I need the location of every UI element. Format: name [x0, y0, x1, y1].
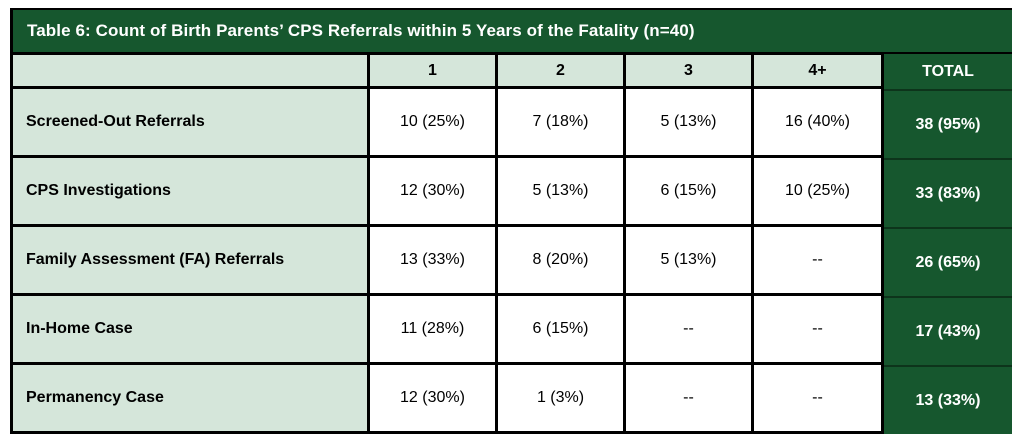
data-cell: 7 (18%) — [498, 89, 626, 158]
data-cell: 11 (28%) — [370, 296, 498, 365]
row-label: Permanency Case — [10, 365, 370, 434]
data-cell: 1 (3%) — [498, 365, 626, 434]
total-cell: 13 (33%) — [884, 365, 1012, 434]
data-cell: -- — [754, 296, 884, 365]
table-title: Table 6: Count of Birth Parents’ CPS Ref… — [10, 8, 1012, 52]
data-cell: 12 (30%) — [370, 365, 498, 434]
data-cell: 5 (13%) — [626, 89, 754, 158]
column-header-total: TOTAL — [884, 52, 1012, 89]
row-label: Family Assessment (FA) Referrals — [10, 227, 370, 296]
total-cell: 26 (65%) — [884, 227, 1012, 296]
data-cell: 5 (13%) — [626, 227, 754, 296]
corner-header-cell — [10, 52, 370, 89]
data-cell: 6 (15%) — [498, 296, 626, 365]
data-cell: 12 (30%) — [370, 158, 498, 227]
data-cell: 10 (25%) — [754, 158, 884, 227]
column-header-4plus: 4+ — [754, 52, 884, 89]
column-header-2: 2 — [498, 52, 626, 89]
data-cell: 13 (33%) — [370, 227, 498, 296]
data-cell: -- — [626, 365, 754, 434]
row-label: In-Home Case — [10, 296, 370, 365]
data-cell: 10 (25%) — [370, 89, 498, 158]
column-header-1: 1 — [370, 52, 498, 89]
data-cell: -- — [626, 296, 754, 365]
data-cell: 16 (40%) — [754, 89, 884, 158]
data-cell: -- — [754, 227, 884, 296]
data-cell: 6 (15%) — [626, 158, 754, 227]
row-label: CPS Investigations — [10, 158, 370, 227]
total-cell: 38 (95%) — [884, 89, 1012, 158]
cps-referrals-table: Table 6: Count of Birth Parents’ CPS Ref… — [10, 8, 1012, 434]
data-cell: 5 (13%) — [498, 158, 626, 227]
total-cell: 17 (43%) — [884, 296, 1012, 365]
total-cell: 33 (83%) — [884, 158, 1012, 227]
data-cell: 8 (20%) — [498, 227, 626, 296]
data-cell: -- — [754, 365, 884, 434]
row-label: Screened-Out Referrals — [10, 89, 370, 158]
column-header-3: 3 — [626, 52, 754, 89]
